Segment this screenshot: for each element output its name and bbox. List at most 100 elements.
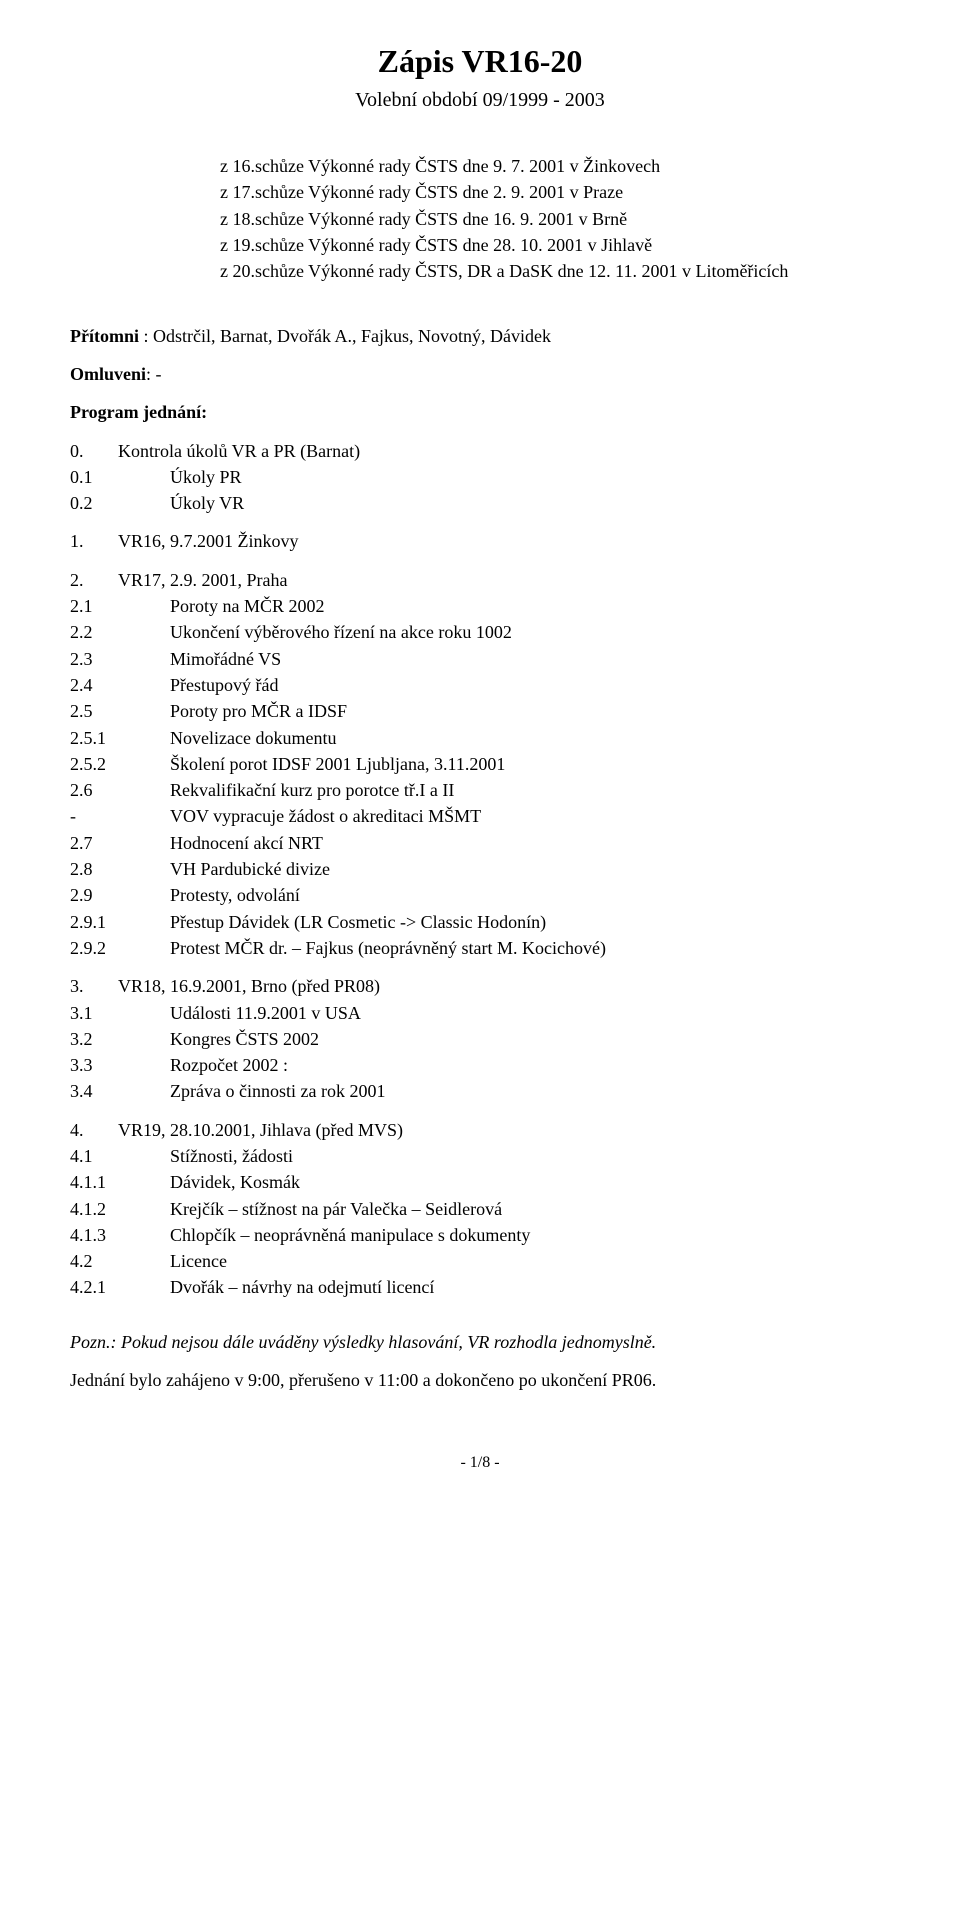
page-number: - 1/8 - <box>70 1452 890 1474</box>
toc-text: Kongres ČSTS 2002 <box>170 1027 890 1051</box>
toc-row: 2.7Hodnocení akcí NRT <box>70 831 890 855</box>
toc-row: 2.5Poroty pro MČR a IDSF <box>70 699 890 723</box>
toc-number: 4.1 <box>70 1144 170 1168</box>
toc-number: 3.4 <box>70 1079 170 1103</box>
toc-row: 3.VR18, 16.9.2001, Brno (před PR08) <box>70 974 890 998</box>
toc-number: 4.1.2 <box>70 1197 170 1221</box>
toc-text: Dvořák – návrhy na odejmutí licencí <box>170 1275 890 1299</box>
doc-subtitle: Volební období 09/1999 - 2003 <box>70 87 890 114</box>
toc-number: 2. <box>70 568 118 592</box>
toc-text: VR17, 2.9. 2001, Praha <box>118 568 890 592</box>
toc-number: 2.5 <box>70 699 170 723</box>
toc-text: Ukončení výběrového řízení na akce roku … <box>170 620 890 644</box>
toc-row: 2.6Rekvalifikační kurz pro porotce tř.I … <box>70 778 890 802</box>
toc-text: Přestup Dávidek (LR Cosmetic -> Classic … <box>170 910 890 934</box>
toc-number: 4.2 <box>70 1249 170 1273</box>
meeting-line: z 17.schůze Výkonné rady ČSTS dne 2. 9. … <box>70 180 890 204</box>
toc-number: 2.4 <box>70 673 170 697</box>
toc-row: 0.Kontrola úkolů VR a PR (Barnat) <box>70 439 890 463</box>
doc-title: Zápis VR16-20 <box>70 40 890 83</box>
toc-text: Protesty, odvolání <box>170 883 890 907</box>
toc-row: 2.VR17, 2.9. 2001, Praha <box>70 568 890 592</box>
present-label: Přítomni <box>70 326 139 346</box>
toc-number: 2.5.1 <box>70 726 170 750</box>
toc-number: 4.2.1 <box>70 1275 170 1299</box>
toc-row: 2.8VH Pardubické divize <box>70 857 890 881</box>
toc-text: Rozpočet 2002 : <box>170 1053 890 1077</box>
excused-line: Omluveni: - <box>70 362 890 386</box>
toc-text: VR19, 28.10.2001, Jihlava (před MVS) <box>118 1118 890 1142</box>
toc-text: Rekvalifikační kurz pro porotce tř.I a I… <box>170 778 890 802</box>
present-line: Přítomni : Odstrčil, Barnat, Dvořák A., … <box>70 324 890 348</box>
toc-text: VR18, 16.9.2001, Brno (před PR08) <box>118 974 890 998</box>
meeting-line: z 20.schůze Výkonné rady ČSTS, DR a DaSK… <box>70 259 890 283</box>
toc-number: 0.2 <box>70 491 170 515</box>
meetings-list: z 16.schůze Výkonné rady ČSTS dne 9. 7. … <box>70 154 890 283</box>
toc-number: 2.3 <box>70 647 170 671</box>
toc-text: Školení porot IDSF 2001 Ljubljana, 3.11.… <box>170 752 890 776</box>
toc-text: Krejčík – stížnost na pár Valečka – Seid… <box>170 1197 890 1221</box>
toc-row: 2.1Poroty na MČR 2002 <box>70 594 890 618</box>
toc-text: Zpráva o činnosti za rok 2001 <box>170 1079 890 1103</box>
toc-row: 4.1.2Krejčík – stížnost na pár Valečka –… <box>70 1197 890 1221</box>
toc-row: 4.1.3Chlopčík – neoprávněná manipulace s… <box>70 1223 890 1247</box>
toc-text: Licence <box>170 1249 890 1273</box>
toc-row: 2.9.2Protest MČR dr. – Fajkus (neoprávně… <box>70 936 890 960</box>
toc-text: VR16, 9.7.2001 Žinkovy <box>118 529 890 553</box>
toc-row: 4.2.1Dvořák – návrhy na odejmutí licencí <box>70 1275 890 1299</box>
toc-row: 2.3Mimořádné VS <box>70 647 890 671</box>
toc-number: 2.2 <box>70 620 170 644</box>
toc-text: Hodnocení akcí NRT <box>170 831 890 855</box>
toc-number: 4.1.3 <box>70 1223 170 1247</box>
meeting-line: z 16.schůze Výkonné rady ČSTS dne 9. 7. … <box>70 154 890 178</box>
toc-number: 0. <box>70 439 118 463</box>
toc-text: Protest MČR dr. – Fajkus (neoprávněný st… <box>170 936 890 960</box>
toc-row: 3.4Zpráva o činnosti za rok 2001 <box>70 1079 890 1103</box>
toc-text: Události 11.9.2001 v USA <box>170 1001 890 1025</box>
toc-row: 4.VR19, 28.10.2001, Jihlava (před MVS) <box>70 1118 890 1142</box>
toc-row: 2.5.1Novelizace dokumentu <box>70 726 890 750</box>
meeting-line: z 19.schůze Výkonné rady ČSTS dne 28. 10… <box>70 233 890 257</box>
toc-number: 2.8 <box>70 857 170 881</box>
toc-number: 2.9 <box>70 883 170 907</box>
toc-number: 4. <box>70 1118 118 1142</box>
toc-number: 2.5.2 <box>70 752 170 776</box>
toc-number: 4.1.1 <box>70 1170 170 1194</box>
toc-text: VOV vypracuje žádost o akreditaci MŠMT <box>170 804 890 828</box>
toc-number: 2.6 <box>70 778 170 802</box>
toc-row: 0.2Úkoly VR <box>70 491 890 515</box>
toc-text: Stížnosti, žádosti <box>170 1144 890 1168</box>
excused-label: Omluveni <box>70 364 146 384</box>
toc-row: 0.1Úkoly PR <box>70 465 890 489</box>
toc-text: VH Pardubické divize <box>170 857 890 881</box>
meeting-line: z 18.schůze Výkonné rady ČSTS dne 16. 9.… <box>70 207 890 231</box>
toc-row: 4.1.1Dávidek, Kosmák <box>70 1170 890 1194</box>
toc-text: Novelizace dokumentu <box>170 726 890 750</box>
toc-text: Mimořádné VS <box>170 647 890 671</box>
toc-row: 2.4Přestupový řád <box>70 673 890 697</box>
toc-number: 0.1 <box>70 465 170 489</box>
toc-row: 4.2Licence <box>70 1249 890 1273</box>
toc-row: 4.1Stížnosti, žádosti <box>70 1144 890 1168</box>
toc-number: 3.3 <box>70 1053 170 1077</box>
toc-number: 2.1 <box>70 594 170 618</box>
toc-row: 2.5.2Školení porot IDSF 2001 Ljubljana, … <box>70 752 890 776</box>
toc-number: - <box>70 804 170 828</box>
toc-text: Přestupový řád <box>170 673 890 697</box>
closing-line: Jednání bylo zahájeno v 9:00, přerušeno … <box>70 1368 890 1392</box>
toc-row: 2.9Protesty, odvolání <box>70 883 890 907</box>
toc-text: Úkoly PR <box>170 465 890 489</box>
toc-row: 3.3Rozpočet 2002 : <box>70 1053 890 1077</box>
toc-text: Poroty na MČR 2002 <box>170 594 890 618</box>
toc-row: 3.1Události 11.9.2001 v USA <box>70 1001 890 1025</box>
toc-number: 3. <box>70 974 118 998</box>
toc-number: 2.7 <box>70 831 170 855</box>
toc-number: 2.9.2 <box>70 936 170 960</box>
toc-text: Dávidek, Kosmák <box>170 1170 890 1194</box>
excused-text: : - <box>146 364 162 384</box>
toc-text: Poroty pro MČR a IDSF <box>170 699 890 723</box>
toc-text: Chlopčík – neoprávněná manipulace s doku… <box>170 1223 890 1247</box>
present-text: : Odstrčil, Barnat, Dvořák A., Fajkus, N… <box>139 326 551 346</box>
toc-number: 3.2 <box>70 1027 170 1051</box>
toc-row: 2.2Ukončení výběrového řízení na akce ro… <box>70 620 890 644</box>
